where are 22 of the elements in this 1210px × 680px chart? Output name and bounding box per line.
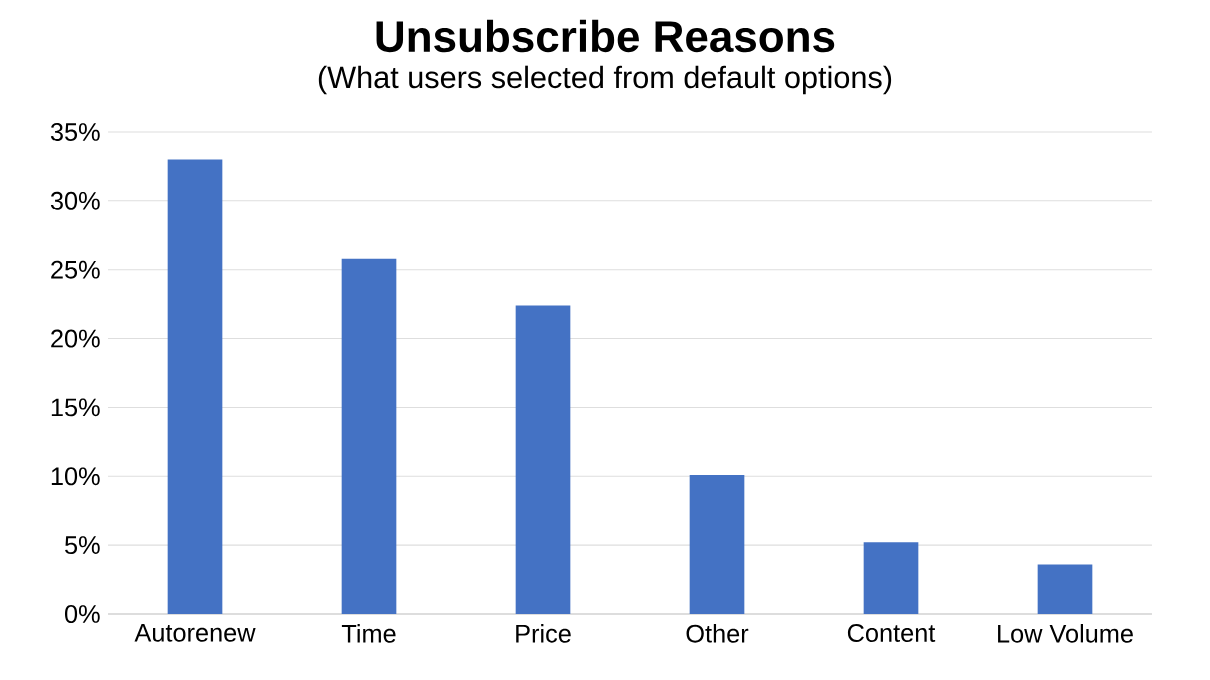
y-tick-label: 0% [65, 605, 100, 623]
y-tick-label: 15% [51, 398, 100, 417]
bar [515, 305, 571, 614]
y-tick-label: 5% [65, 536, 100, 555]
bar [341, 258, 397, 614]
bar [689, 474, 745, 614]
y-tick-label: 35% [50, 123, 100, 141]
bar [167, 159, 223, 614]
y-tick-label: 25% [51, 260, 100, 279]
y-tick-label: 10% [51, 467, 100, 486]
x-tick-label: Content [847, 624, 936, 642]
y-tick-label: 20% [51, 329, 100, 348]
x-tick-label: Price [516, 624, 571, 643]
x-tick-label: Low Volume [998, 624, 1133, 643]
x-tick-label: Time [341, 624, 396, 643]
bar [863, 542, 919, 614]
chart-subtitle: (What users selected from default options) [318, 65, 892, 95]
x-tick-label: Autorenew [134, 624, 256, 642]
bar [1037, 564, 1093, 614]
chart-title: Unsubscribe Reasons [376, 19, 835, 53]
y-tick-label: 30% [50, 191, 100, 210]
x-tick-label: Other [686, 624, 749, 643]
